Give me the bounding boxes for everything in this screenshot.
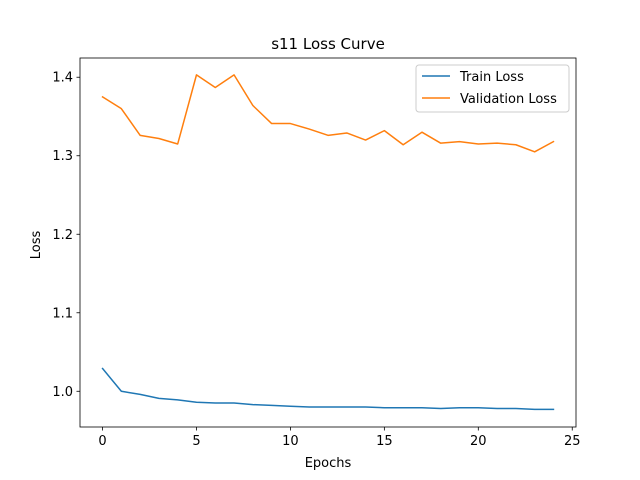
x-tick-label: 15	[376, 434, 393, 449]
x-tick-label: 0	[98, 434, 106, 449]
y-tick-label: 1.4	[52, 71, 73, 86]
legend-box	[415, 64, 570, 113]
legend-label: Validation Loss	[460, 92, 557, 107]
plot-area	[101, 74, 555, 411]
axes-frame	[79, 57, 577, 428]
legend: Train Loss Validation Loss	[415, 64, 570, 113]
x-tick-label: 20	[470, 434, 487, 449]
y-tick-label: 1.2	[52, 228, 73, 243]
y-axis-label: Loss	[29, 231, 44, 260]
y-tick-label: 1.1	[52, 306, 73, 321]
x-tick-label: 5	[192, 434, 200, 449]
y-tick-label: 1.3	[52, 149, 73, 164]
chart-title: s11 Loss Curve	[271, 35, 385, 53]
x-tick-label: 25	[564, 434, 581, 449]
legend-label: Train Loss	[459, 70, 524, 85]
y-tick-label: 1.0	[52, 385, 73, 400]
axes: 0 5 10 15 20 25 1.0 1.1 1.2 1.3 1.4	[52, 57, 581, 449]
series-line-1	[101, 74, 555, 153]
x-tick-label: 10	[282, 434, 299, 449]
series-line-0	[101, 367, 555, 411]
x-axis-label: Epochs	[305, 456, 352, 471]
